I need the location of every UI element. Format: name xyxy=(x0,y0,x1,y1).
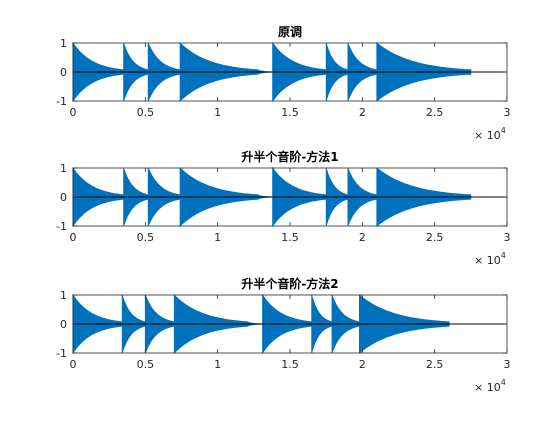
subplot-title: 原调 xyxy=(278,25,302,39)
x-tick-label: 2.5 xyxy=(426,106,444,119)
subplot-title: 升半个音阶-方法1 xyxy=(241,149,338,164)
y-tick-label: 1 xyxy=(60,289,67,302)
y-tick-label: 1 xyxy=(60,162,67,175)
x-tick-label: 0 xyxy=(70,358,77,371)
x-multiplier-exponent: 4 xyxy=(501,251,506,260)
x-multiplier-exponent: 4 xyxy=(501,378,506,387)
x-tick-label: 3 xyxy=(504,106,511,119)
x-tick-label: 0 xyxy=(70,231,77,244)
x-tick-label: 2.5 xyxy=(426,231,444,244)
y-tick-label: -1 xyxy=(56,220,67,233)
y-tick-label: -1 xyxy=(56,95,67,108)
y-tick-label: 0 xyxy=(60,66,67,79)
x-tick-label: 2 xyxy=(359,231,366,244)
x-multiplier: × 104 xyxy=(474,378,506,394)
x-tick-label: 2 xyxy=(359,106,366,119)
x-multiplier-base: × 10 xyxy=(474,254,501,267)
x-tick-label: 1 xyxy=(214,106,221,119)
y-tick-label: 1 xyxy=(60,37,67,50)
x-tick-label: 3 xyxy=(504,231,511,244)
x-tick-label: 1.5 xyxy=(281,358,299,371)
x-multiplier-exponent: 4 xyxy=(501,126,506,135)
x-tick-label: 1.5 xyxy=(281,231,299,244)
x-tick-label: 1 xyxy=(214,358,221,371)
x-tick-label: 1 xyxy=(214,231,221,244)
x-tick-label: 0 xyxy=(70,106,77,119)
y-tick-label: 0 xyxy=(60,318,67,331)
y-tick-label: -1 xyxy=(56,347,67,360)
x-multiplier-base: × 10 xyxy=(474,129,501,142)
x-multiplier-base: × 10 xyxy=(474,381,501,394)
x-multiplier: × 104 xyxy=(474,251,506,267)
x-tick-label: 0.5 xyxy=(137,106,155,119)
x-tick-label: 0.5 xyxy=(137,231,155,244)
x-tick-label: 2.5 xyxy=(426,358,444,371)
y-tick-label: 0 xyxy=(60,191,67,204)
x-multiplier: × 104 xyxy=(474,126,506,142)
x-tick-label: 1.5 xyxy=(281,106,299,119)
subplot-title: 升半个音阶-方法2 xyxy=(241,276,338,291)
x-tick-label: 2 xyxy=(359,358,366,371)
x-tick-label: 0.5 xyxy=(137,358,155,371)
x-tick-label: 3 xyxy=(504,358,511,371)
